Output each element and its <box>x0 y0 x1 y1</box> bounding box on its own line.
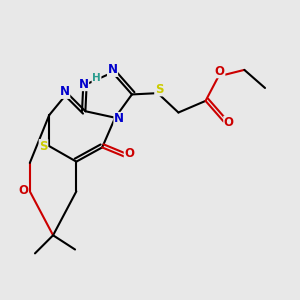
Text: O: O <box>124 147 134 161</box>
Text: N: N <box>60 85 70 98</box>
Text: S: S <box>39 140 48 153</box>
Text: N: N <box>114 112 124 125</box>
Text: H: H <box>92 73 101 82</box>
Text: N: N <box>107 63 118 76</box>
Text: O: O <box>215 65 225 78</box>
Text: S: S <box>155 83 163 96</box>
Text: O: O <box>224 116 234 129</box>
Text: N: N <box>79 78 88 91</box>
Text: O: O <box>18 184 28 196</box>
